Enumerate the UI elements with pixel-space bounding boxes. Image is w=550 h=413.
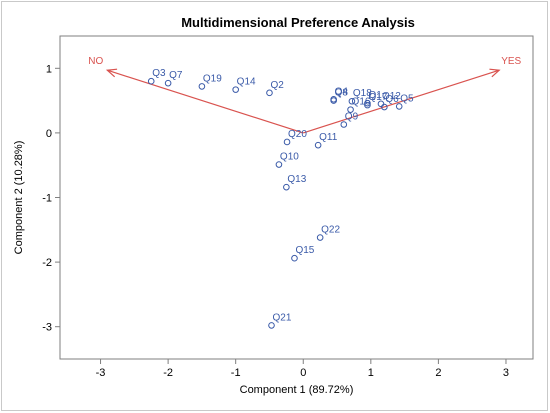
- point-q22: [316, 234, 324, 241]
- point-label-q15: Q15: [295, 245, 314, 256]
- preference-vectors: NO YES: [88, 56, 522, 134]
- point-q16: [347, 106, 354, 113]
- point-label-q5: Q5: [400, 93, 414, 104]
- y-tick-label: -2: [42, 257, 52, 269]
- point-q13: [283, 183, 290, 191]
- point-q3: [147, 77, 155, 85]
- x-tick-label: -2: [163, 367, 173, 379]
- point-label-q7: Q7: [169, 70, 183, 81]
- chart-title: Multidimensional Preference Analysis: [181, 15, 415, 30]
- point-label-q11: Q11: [319, 132, 338, 143]
- vector-label-yes: YES: [501, 56, 521, 67]
- point-q20: [283, 138, 291, 146]
- point-label-q16: Q16: [352, 97, 371, 108]
- point-q21: [268, 322, 275, 329]
- vector-arrowhead-yes: [489, 68, 501, 78]
- plot-area: [59, 35, 534, 360]
- point-q17: [364, 101, 371, 109]
- point-label-q20: Q20: [288, 129, 307, 140]
- x-tick-label: 1: [368, 367, 374, 379]
- point-label-q18: Q18: [353, 88, 372, 99]
- x-tick-label: 2: [435, 367, 441, 379]
- point-label-q13: Q13: [287, 174, 306, 185]
- y-tick-label: 1: [46, 63, 52, 75]
- point-label-q19: Q19: [203, 73, 222, 84]
- point-label-q14: Q14: [237, 77, 256, 88]
- x-tick-label: -1: [231, 367, 241, 379]
- point-q10: [275, 161, 283, 168]
- point-label-q10: Q10: [280, 152, 299, 163]
- point-label-q6: Q6: [385, 94, 399, 105]
- point-label-q12: Q12: [382, 91, 401, 102]
- x-axis-label: Component 1 (89.72%): [240, 384, 354, 396]
- x-tick-label: -3: [96, 367, 106, 379]
- y-tick-label: 0: [46, 128, 52, 140]
- point-q5: [395, 103, 403, 110]
- point-label-q21: Q21: [272, 312, 291, 323]
- vector-line-yes: [303, 69, 500, 134]
- point-q19: [198, 83, 206, 90]
- point-label-q17: Q17: [368, 92, 387, 103]
- point-label-q3: Q3: [152, 68, 166, 79]
- point-label-q4: Q4: [335, 86, 349, 97]
- vector-line-no: [107, 69, 304, 134]
- point-label-q1: Q1: [368, 90, 382, 101]
- point-label-q8: Q8: [335, 88, 349, 99]
- y-tick-label: -3: [42, 322, 52, 334]
- vector-arrowhead-no: [105, 68, 118, 78]
- x-tick-label: 3: [503, 367, 509, 379]
- vector-label-no: NO: [88, 56, 103, 67]
- x-tick-label: 0: [300, 367, 306, 379]
- point-q7: [164, 79, 172, 87]
- y-tick-label: -1: [42, 193, 52, 205]
- point-label-q2: Q2: [270, 80, 284, 91]
- point-label-q22: Q22: [321, 225, 340, 236]
- point-q8: [330, 97, 337, 104]
- x-axis-ticks: -3 -2 -1 0 1 2 3: [96, 359, 509, 379]
- point-q11: [314, 141, 322, 149]
- point-q15: [291, 254, 298, 262]
- point-q6: [381, 103, 388, 111]
- point-q14: [232, 86, 239, 93]
- point-label-q9: Q9: [345, 112, 359, 123]
- point-q1: [364, 99, 371, 107]
- point-q9: [340, 121, 348, 128]
- y-axis-label: Component 2 (10.28%): [13, 141, 25, 255]
- point-q18: [348, 97, 356, 105]
- y-axis-ticks: 1 0 -1 -2 -3: [42, 63, 60, 334]
- point-q2: [266, 89, 273, 97]
